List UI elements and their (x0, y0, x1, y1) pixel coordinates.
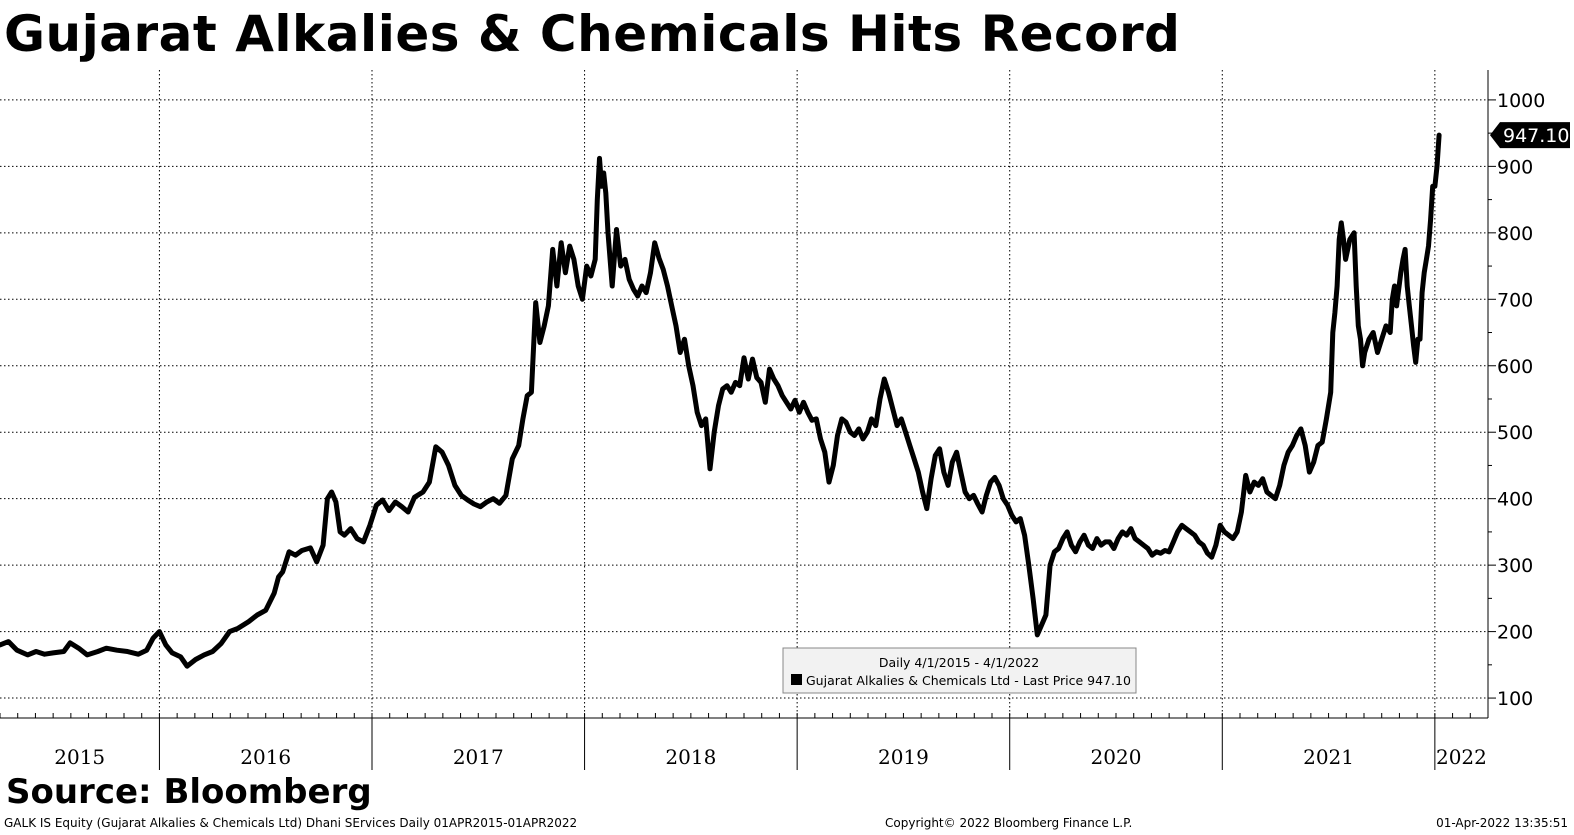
legend-box (782, 647, 1137, 694)
x-tick-label-2021: 2021 (1303, 745, 1354, 769)
x-tick-label-2019: 2019 (878, 745, 929, 769)
footer-copyright: Copyright© 2022 Bloomberg Finance L.P. (885, 816, 1133, 830)
footer-security-info: GALK IS Equity (Gujarat Alkalies & Chemi… (4, 816, 578, 830)
source-label: Source: Bloomberg (6, 772, 372, 812)
last-price-label: 947.10 (1503, 125, 1569, 147)
x-tick-label-2016: 2016 (240, 745, 291, 769)
y-tick-label-500: 500 (1497, 422, 1533, 444)
y-tick-label-300: 300 (1497, 555, 1533, 577)
footer-timestamp: 01-Apr-2022 13:35:51 (1436, 816, 1568, 830)
y-tick-label-800: 800 (1497, 223, 1533, 245)
x-tick-label-2017: 2017 (453, 745, 504, 769)
x-tick-label-2018: 2018 (665, 745, 716, 769)
last-price-box (1490, 122, 1570, 149)
x-axis: 2015 2016 2017 2018 2019 2020 2021 2022 (0, 713, 1489, 770)
y-tick-label-1000: 1000 (1497, 90, 1545, 112)
price-line (0, 132, 1442, 669)
y-tick-label-200: 200 (1497, 622, 1533, 644)
y-tick-label-400: 400 (1497, 489, 1533, 511)
x-tick-label-2015: 2015 (54, 745, 105, 769)
legend-swatch (791, 674, 802, 685)
gridlines (0, 70, 1488, 718)
y-tick-label-700: 700 (1497, 289, 1533, 311)
legend-series-label: Gujarat Alkalies & Chemicals Ltd - Last … (806, 673, 1131, 688)
legend-title: Daily 4/1/2015 - 4/1/2022 (879, 655, 1039, 670)
y-axis: 100 200 300 400 500 600 700 800 900 1000 (1487, 70, 1545, 718)
legend: Daily 4/1/2015 - 4/1/2022 Gujarat Alkali… (782, 647, 1137, 694)
chart-title: Gujarat Alkalies & Chemicals Hits Record (4, 5, 1181, 63)
y-tick-label-900: 900 (1497, 156, 1533, 178)
y-tick-label-600: 600 (1497, 356, 1533, 378)
y-tick-label-100: 100 (1497, 688, 1533, 710)
last-price-marker: 947.10 (1490, 122, 1570, 149)
x-tick-label-2020: 2020 (1091, 745, 1142, 769)
x-tick-label-2022: 2022 (1436, 745, 1487, 769)
plot-background (0, 70, 1488, 720)
